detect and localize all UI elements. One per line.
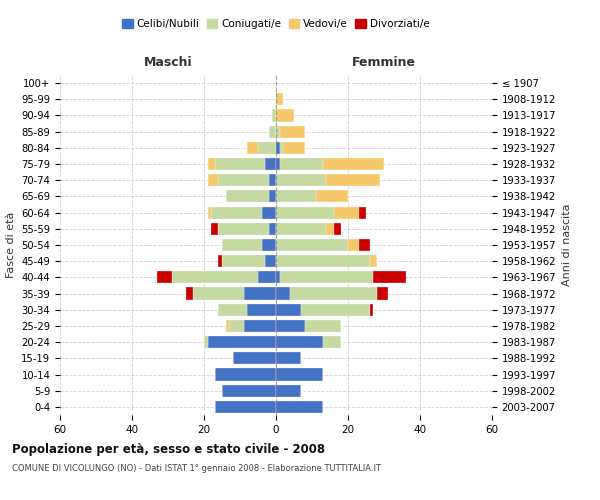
Bar (208, 158, 215, 170)
Bar (276, 190, 316, 202)
Bar (269, 190, 276, 202)
Bar (280, 158, 323, 170)
Bar (226, 320, 229, 332)
Bar (244, 320, 276, 332)
Bar (276, 158, 280, 170)
Bar (276, 174, 326, 186)
Bar (276, 255, 370, 268)
Bar (233, 352, 276, 364)
Bar (244, 288, 276, 300)
Bar (269, 174, 276, 186)
Bar (172, 272, 258, 283)
Legend: Celibi/Nubili, Coniugati/e, Vedovi/e, Divorziati/e: Celibi/Nubili, Coniugati/e, Vedovi/e, Di… (118, 15, 434, 34)
Bar (218, 222, 269, 235)
Text: COMUNE DI VICOLUNGO (NO) - Dati ISTAT 1° gennaio 2008 - Elaborazione TUTTITALIA.: COMUNE DI VICOLUNGO (NO) - Dati ISTAT 1°… (12, 464, 381, 473)
Bar (323, 336, 341, 348)
Bar (276, 384, 301, 397)
Bar (276, 126, 280, 138)
Y-axis label: Fasce di età: Fasce di età (5, 212, 16, 278)
Bar (215, 401, 276, 413)
Bar (276, 401, 323, 413)
Bar (276, 304, 301, 316)
Bar (222, 239, 262, 251)
Bar (280, 272, 373, 283)
Bar (377, 288, 388, 300)
Bar (276, 320, 305, 332)
Bar (258, 142, 276, 154)
Bar (326, 174, 380, 186)
Bar (276, 368, 323, 380)
Bar (301, 304, 370, 316)
Bar (359, 206, 366, 218)
Bar (215, 158, 265, 170)
Bar (373, 272, 406, 283)
Bar (269, 126, 276, 138)
Bar (370, 255, 377, 268)
Bar (193, 288, 244, 300)
Text: Femmine: Femmine (352, 56, 416, 68)
Bar (348, 239, 359, 251)
Bar (276, 336, 323, 348)
Bar (280, 142, 283, 154)
Bar (265, 255, 276, 268)
Bar (211, 206, 262, 218)
Bar (276, 222, 326, 235)
Bar (323, 158, 384, 170)
Bar (215, 368, 276, 380)
Bar (359, 239, 370, 251)
Bar (276, 352, 301, 364)
Bar (316, 190, 348, 202)
Bar (269, 222, 276, 235)
Bar (208, 206, 211, 218)
Bar (276, 206, 334, 218)
Bar (276, 272, 280, 283)
Bar (157, 272, 172, 283)
Bar (218, 174, 269, 186)
Bar (280, 126, 305, 138)
Bar (222, 255, 265, 268)
Bar (204, 336, 208, 348)
Bar (211, 222, 218, 235)
Bar (208, 174, 218, 186)
Bar (218, 304, 247, 316)
Bar (276, 239, 348, 251)
Y-axis label: Anni di nascita: Anni di nascita (562, 204, 572, 286)
Bar (208, 336, 276, 348)
Bar (262, 206, 276, 218)
Bar (218, 255, 222, 268)
Text: Maschi: Maschi (143, 56, 193, 68)
Bar (265, 158, 276, 170)
Bar (247, 304, 276, 316)
Bar (305, 320, 341, 332)
Bar (272, 110, 276, 122)
Bar (334, 206, 359, 218)
Bar (247, 142, 258, 154)
Bar (276, 142, 280, 154)
Bar (276, 110, 294, 122)
Bar (226, 190, 269, 202)
Text: Popolazione per età, sesso e stato civile - 2008: Popolazione per età, sesso e stato civil… (12, 442, 325, 456)
Bar (186, 288, 193, 300)
Bar (290, 288, 377, 300)
Bar (370, 304, 373, 316)
Bar (283, 142, 305, 154)
Bar (222, 384, 276, 397)
Bar (229, 320, 244, 332)
Bar (262, 239, 276, 251)
Bar (276, 288, 290, 300)
Bar (326, 222, 334, 235)
Bar (258, 272, 276, 283)
Bar (334, 222, 341, 235)
Bar (276, 93, 283, 106)
